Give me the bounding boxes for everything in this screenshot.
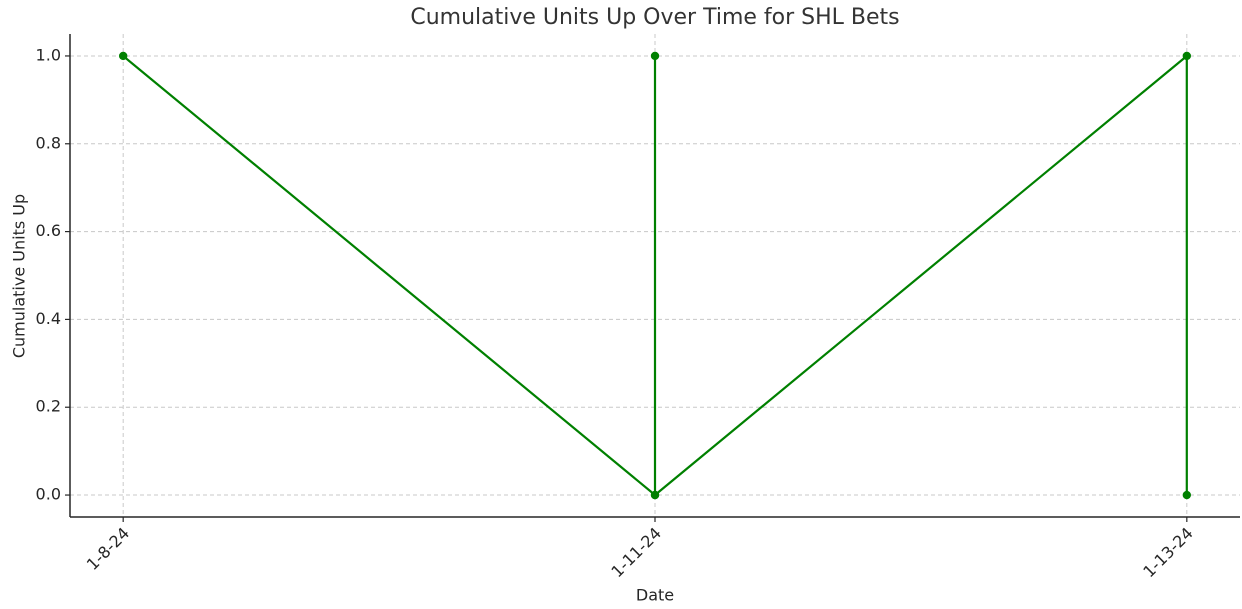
plot-area: [118, 51, 1192, 500]
data-point: [118, 51, 128, 61]
y-tick-label: 1.0: [36, 45, 61, 64]
x-tick-label: 1-8-24: [83, 524, 133, 574]
y-tick-label: 0.8: [36, 133, 61, 152]
y-axis-label: Cumulative Units Up: [10, 194, 29, 358]
data-point: [1182, 490, 1192, 500]
y-tick-label: 0.0: [36, 485, 61, 504]
x-tick-label: 1-11-24: [607, 524, 665, 582]
data-point: [650, 51, 660, 61]
chart-title: Cumulative Units Up Over Time for SHL Be…: [410, 5, 899, 30]
x-tick-label: 1-13-24: [1139, 524, 1197, 582]
y-tick-label: 0.4: [36, 309, 61, 328]
x-axis-label: Date: [636, 586, 674, 605]
y-tick-label: 0.2: [36, 397, 61, 416]
y-tick-label: 0.6: [36, 221, 61, 240]
data-point: [1182, 51, 1192, 61]
data-point: [650, 490, 660, 500]
data-line: [122, 53, 1188, 498]
